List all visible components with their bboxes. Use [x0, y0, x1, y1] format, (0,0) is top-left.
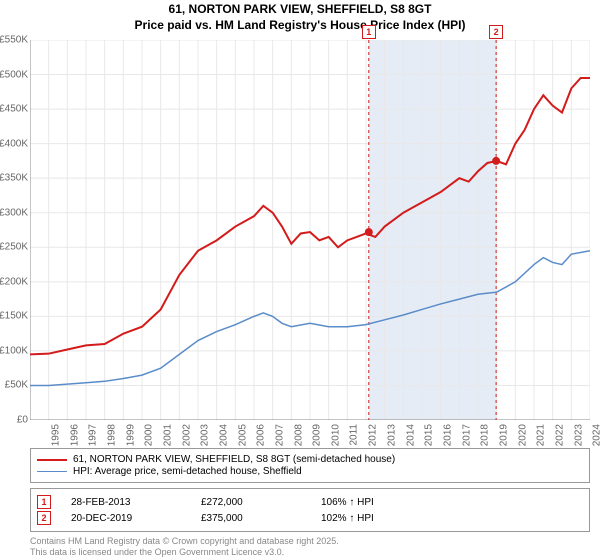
x-axis-label: 2013 — [386, 424, 397, 446]
chart-area: £0£50K£100K£150K£200K£250K£300K£350K£400… — [30, 40, 590, 420]
x-axis-label: 2007 — [274, 424, 285, 446]
x-axis-label: 2022 — [554, 424, 565, 446]
legend-swatch — [37, 471, 67, 473]
y-axis-label: £400K — [0, 138, 28, 149]
x-axis-label: 2012 — [368, 424, 379, 446]
x-axis-label: 2015 — [424, 424, 435, 446]
x-axis-label: 2008 — [293, 424, 304, 446]
x-axis-label: 2023 — [573, 424, 584, 446]
legend-swatch — [37, 459, 67, 461]
x-axis-label: 2017 — [461, 424, 472, 446]
y-axis-label: £300K — [0, 207, 28, 218]
sales-table: 1 28-FEB-2013 £272,000 106% ↑ HPI 2 20-DEC-20… — [30, 488, 590, 532]
y-axis-label: £0 — [0, 415, 28, 426]
chart-title: 61, NORTON PARK VIEW, SHEFFIELD, S8 8GT … — [0, 0, 600, 33]
x-axis-label: 2001 — [162, 424, 173, 446]
sale-date: 28-FEB-2013 — [71, 497, 181, 508]
x-axis-label: 2006 — [256, 424, 267, 446]
x-axis-label: 1998 — [106, 424, 117, 446]
sale-row: 1 28-FEB-2013 £272,000 106% ↑ HPI — [37, 495, 583, 509]
title-line2: Price paid vs. HM Land Registry's House … — [0, 18, 600, 34]
legend-label: 61, NORTON PARK VIEW, SHEFFIELD, S8 8GT … — [73, 454, 395, 465]
x-axis-label: 2021 — [536, 424, 547, 446]
x-axis-label: 2019 — [498, 424, 509, 446]
x-axis-label: 2010 — [330, 424, 341, 446]
y-axis-label: £450K — [0, 104, 28, 115]
legend-label: HPI: Average price, semi-detached house,… — [73, 466, 302, 477]
sale-marker: 1 — [362, 25, 376, 39]
y-axis-label: £200K — [0, 276, 28, 287]
sale-number-badge: 2 — [37, 511, 51, 525]
x-axis-label: 2024 — [592, 424, 600, 446]
footer-line2: This data is licensed under the Open Gov… — [30, 547, 339, 558]
x-axis-label: 2002 — [181, 424, 192, 446]
y-axis-label: £550K — [0, 35, 28, 46]
x-axis-label: 2003 — [200, 424, 211, 446]
y-axis-label: £50K — [0, 380, 28, 391]
legend-item: HPI: Average price, semi-detached house,… — [37, 466, 583, 477]
y-axis-label: £150K — [0, 311, 28, 322]
x-axis-label: 2000 — [144, 424, 155, 446]
y-axis-label: £100K — [0, 345, 28, 356]
y-axis-label: £350K — [0, 173, 28, 184]
x-axis-label: 1996 — [69, 424, 80, 446]
sale-number-badge: 1 — [37, 495, 51, 509]
footer: Contains HM Land Registry data © Crown c… — [30, 536, 339, 558]
x-axis-label: 1995 — [50, 424, 61, 446]
x-axis-label: 2009 — [312, 424, 323, 446]
sale-date: 20-DEC-2019 — [71, 513, 181, 524]
sale-pct: 106% ↑ HPI — [321, 497, 374, 508]
x-axis-label: 1999 — [125, 424, 136, 446]
sale-marker: 2 — [489, 25, 503, 39]
x-axis-label: 1997 — [88, 424, 99, 446]
sale-pct: 102% ↑ HPI — [321, 513, 374, 524]
title-line1: 61, NORTON PARK VIEW, SHEFFIELD, S8 8GT — [0, 2, 600, 18]
sale-price: £375,000 — [201, 513, 301, 524]
legend-item: 61, NORTON PARK VIEW, SHEFFIELD, S8 8GT … — [37, 454, 583, 465]
legend: 61, NORTON PARK VIEW, SHEFFIELD, S8 8GT … — [30, 448, 590, 483]
y-axis-label: £500K — [0, 69, 28, 80]
x-axis-label: 2011 — [348, 424, 359, 446]
x-axis-label: 2005 — [237, 424, 248, 446]
x-axis-label: 2004 — [218, 424, 229, 446]
x-axis-label: 2018 — [480, 424, 491, 446]
x-axis-label: 2016 — [442, 424, 453, 446]
sale-row: 2 20-DEC-2019 £375,000 102% ↑ HPI — [37, 511, 583, 525]
sale-price: £272,000 — [201, 497, 301, 508]
x-axis-label: 2020 — [517, 424, 528, 446]
y-axis-label: £250K — [0, 242, 28, 253]
footer-line1: Contains HM Land Registry data © Crown c… — [30, 536, 339, 547]
line-chart — [30, 40, 590, 420]
x-axis-label: 2014 — [405, 424, 416, 446]
